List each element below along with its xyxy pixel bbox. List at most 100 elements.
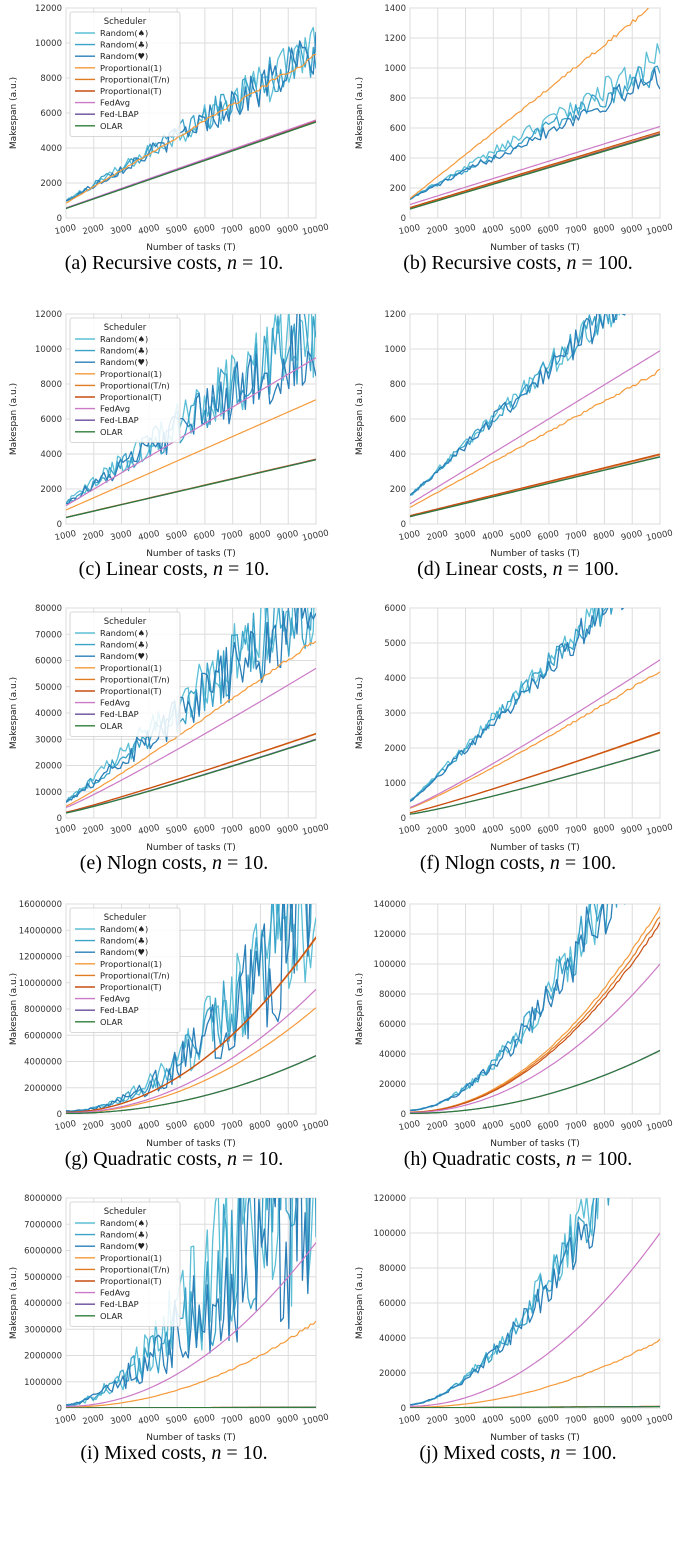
x-tick-label: 6000	[193, 1119, 216, 1133]
x-tick-label: 6000	[193, 529, 216, 543]
y-tick-label: 4000	[384, 674, 406, 684]
x-tick-label: 4000	[481, 529, 504, 543]
y-tick-label: 70000	[35, 630, 62, 640]
y-axis-label: Makespan (a.u.)	[355, 973, 365, 1045]
y-tick-label: 0	[57, 1110, 62, 1120]
x-tick-label: 1000	[54, 529, 77, 543]
caption-n-value: = 100.	[560, 1442, 617, 1464]
series-line	[410, 65, 660, 201]
x-tick-label: 9000	[620, 1119, 643, 1133]
series-line	[410, 456, 660, 518]
x-tick-label: 3000	[110, 529, 133, 543]
series-line	[66, 53, 316, 204]
x-tick-label: 2000	[82, 223, 105, 237]
y-tick-label: 16000000	[19, 900, 62, 910]
y-tick-label: 0	[57, 814, 62, 824]
caption-text: (d) Linear costs,	[417, 558, 553, 580]
x-tick-label: 4000	[137, 529, 160, 543]
series-line	[410, 922, 660, 1113]
chart-j: 1000 2000 3000 4000 5000 6000 7000 8000 9000 1000…	[355, 1194, 674, 1443]
legend-entry: FedAvg	[100, 1288, 130, 1298]
y-tick-label: 40000	[379, 1050, 406, 1060]
x-tick-label: 9000	[620, 1413, 643, 1427]
y-tick-label: 10000000	[19, 979, 62, 989]
caption-text: (e) Nlogn costs,	[79, 852, 212, 874]
legend-entry: Random(♥)	[100, 947, 148, 957]
x-tick-label: 10000	[645, 222, 674, 237]
y-axis-label: Makespan (a.u.)	[355, 77, 365, 149]
series-line	[66, 739, 316, 814]
chart-h: 1000 2000 3000 4000 5000 6000 7000 8000 9000 1000…	[355, 900, 674, 1149]
caption-text: (j) Mixed costs,	[419, 1442, 551, 1464]
x-tick-label: 5000	[509, 223, 532, 237]
y-tick-label: 60000	[379, 1299, 406, 1309]
series-line	[66, 1320, 316, 1408]
x-tick-label: 5000	[509, 1413, 532, 1427]
series-line	[66, 121, 316, 210]
series-line	[410, 659, 660, 809]
series-line	[66, 399, 316, 511]
x-tick-label: 8000	[592, 823, 615, 837]
x-tick-label: 3000	[110, 223, 133, 237]
caption-n-value: = 10.	[221, 852, 269, 874]
y-tick-label: 2000000	[24, 1352, 62, 1362]
x-tick-label: 9000	[276, 823, 299, 837]
legend-entry: Proportional(T/n)	[100, 1264, 170, 1274]
x-tick-label: 4000	[137, 1119, 160, 1133]
series-line	[66, 42, 316, 202]
series-line	[66, 1242, 316, 1408]
x-tick-label: 5000	[165, 529, 188, 543]
series-line	[66, 904, 311, 1112]
y-tick-label: 200	[390, 184, 406, 194]
y-axis-label: Makespan (a.u.)	[9, 383, 19, 455]
caption-math-n: n	[565, 1148, 576, 1170]
series-line	[66, 608, 315, 803]
x-tick-label: 4000	[481, 823, 504, 837]
series-line	[410, 608, 625, 802]
x-tick-label: 2000	[426, 1413, 449, 1427]
x-tick-label: 6000	[193, 223, 216, 237]
series-line	[410, 749, 660, 815]
legend-entry: Proportional(1)	[100, 663, 162, 673]
y-tick-label: 14000000	[19, 926, 62, 936]
y-tick-label: 8000	[40, 74, 62, 84]
y-tick-label: 100000	[374, 1229, 406, 1239]
series-line	[410, 314, 626, 496]
legend-entry: Proportional(1)	[100, 369, 162, 379]
chart-caption: (e) Nlogn costs, n = 10.	[8, 852, 340, 875]
x-tick-label: 9000	[276, 223, 299, 237]
chart-caption: (h) Quadratic costs, n = 100.	[352, 1148, 684, 1171]
series-line	[66, 459, 316, 519]
y-tick-label: 5000	[384, 639, 406, 649]
legend-entry: Random(♠)	[100, 28, 148, 38]
series-line	[66, 314, 316, 505]
x-tick-label: 10000	[645, 1118, 674, 1133]
y-tick-label: 2000	[40, 179, 62, 189]
x-axis-label: Number of tasks (T)	[490, 243, 580, 253]
legend-entry: Proportional(1)	[100, 63, 162, 73]
y-tick-label: 3000000	[24, 1325, 62, 1335]
x-tick-label: 2000	[426, 223, 449, 237]
caption-math-n: n	[211, 1442, 222, 1464]
series-line	[66, 608, 316, 803]
x-tick-label: 1000	[398, 1119, 421, 1133]
series-line	[410, 1198, 598, 1406]
chart-panel-d: 1000 2000 3000 4000 5000 6000 7000 8000 9000 1000…	[352, 308, 684, 598]
x-tick-label: 10000	[301, 528, 330, 543]
x-tick-label: 3000	[110, 1413, 133, 1427]
legend-entry: Random(♥)	[100, 51, 148, 61]
caption-math-n: n	[213, 558, 224, 580]
x-tick-label: 2000	[82, 1119, 105, 1133]
y-tick-label: 1000	[384, 779, 406, 789]
y-tick-label: 400	[390, 154, 406, 164]
x-tick-label: 10000	[301, 222, 330, 237]
caption-n-value: = 100.	[575, 1148, 633, 1170]
x-tick-label: 9000	[620, 529, 643, 543]
y-tick-label: 0	[57, 1404, 62, 1414]
x-tick-label: 8000	[592, 1119, 615, 1133]
caption-text: (h) Quadratic costs,	[403, 1148, 566, 1170]
y-tick-label: 10000	[35, 345, 62, 355]
